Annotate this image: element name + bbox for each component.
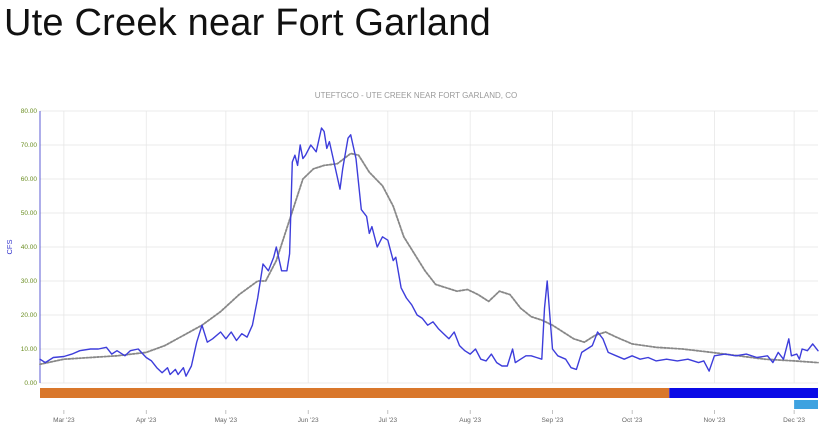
- observed-flow-line: [39, 127, 819, 377]
- x-tick-label: Aug '23: [459, 417, 481, 424]
- x-tick-label: May '23: [215, 417, 238, 424]
- x-tick-label: Oct '23: [622, 417, 643, 424]
- season-band: [40, 388, 670, 398]
- season-band: [669, 388, 818, 398]
- y-tick-label: 0.00: [24, 380, 37, 387]
- y-tick-label: 30.00: [21, 278, 38, 285]
- y-tick-label: 20.00: [21, 312, 38, 319]
- grid-lines: [40, 110, 818, 384]
- y-tick-label: 50.00: [21, 210, 38, 217]
- y-tick-label: 80.00: [21, 108, 38, 115]
- x-tick-label: Jul '23: [379, 417, 398, 424]
- y-tick-label: 10.00: [21, 346, 38, 353]
- slide-title: Ute Creek near Fort Garland: [4, 2, 491, 44]
- chart-title: UTEFTGCO - UTE CREEK NEAR FORT GARLAND, …: [315, 91, 517, 100]
- median-flow-line: [39, 152, 819, 366]
- y-tick-label: 40.00: [21, 244, 38, 251]
- season-bands: [40, 388, 818, 409]
- x-axis-ticks: Mar '23 Apr '23 May '23 Jun '23 Jul '23 Aug '…: [53, 410, 805, 424]
- x-tick-label: Jun '23: [298, 417, 319, 424]
- x-tick-label: Nov '23: [704, 417, 726, 424]
- x-tick-label: Dec '23: [783, 417, 805, 424]
- y-axis-label: CFS: [5, 240, 14, 255]
- series-lines: [39, 127, 819, 377]
- x-tick-label: Sep '23: [542, 417, 564, 424]
- x-tick-label: Apr '23: [136, 417, 157, 424]
- y-tick-label: 70.00: [21, 142, 38, 149]
- x-tick-label: Mar '23: [53, 417, 75, 424]
- y-axis-ticks: 0.00 10.00 20.00 30.00 40.00 50.00 60.00 70.00 8…: [21, 108, 38, 387]
- season-band: [794, 400, 818, 409]
- y-tick-label: 60.00: [21, 176, 38, 183]
